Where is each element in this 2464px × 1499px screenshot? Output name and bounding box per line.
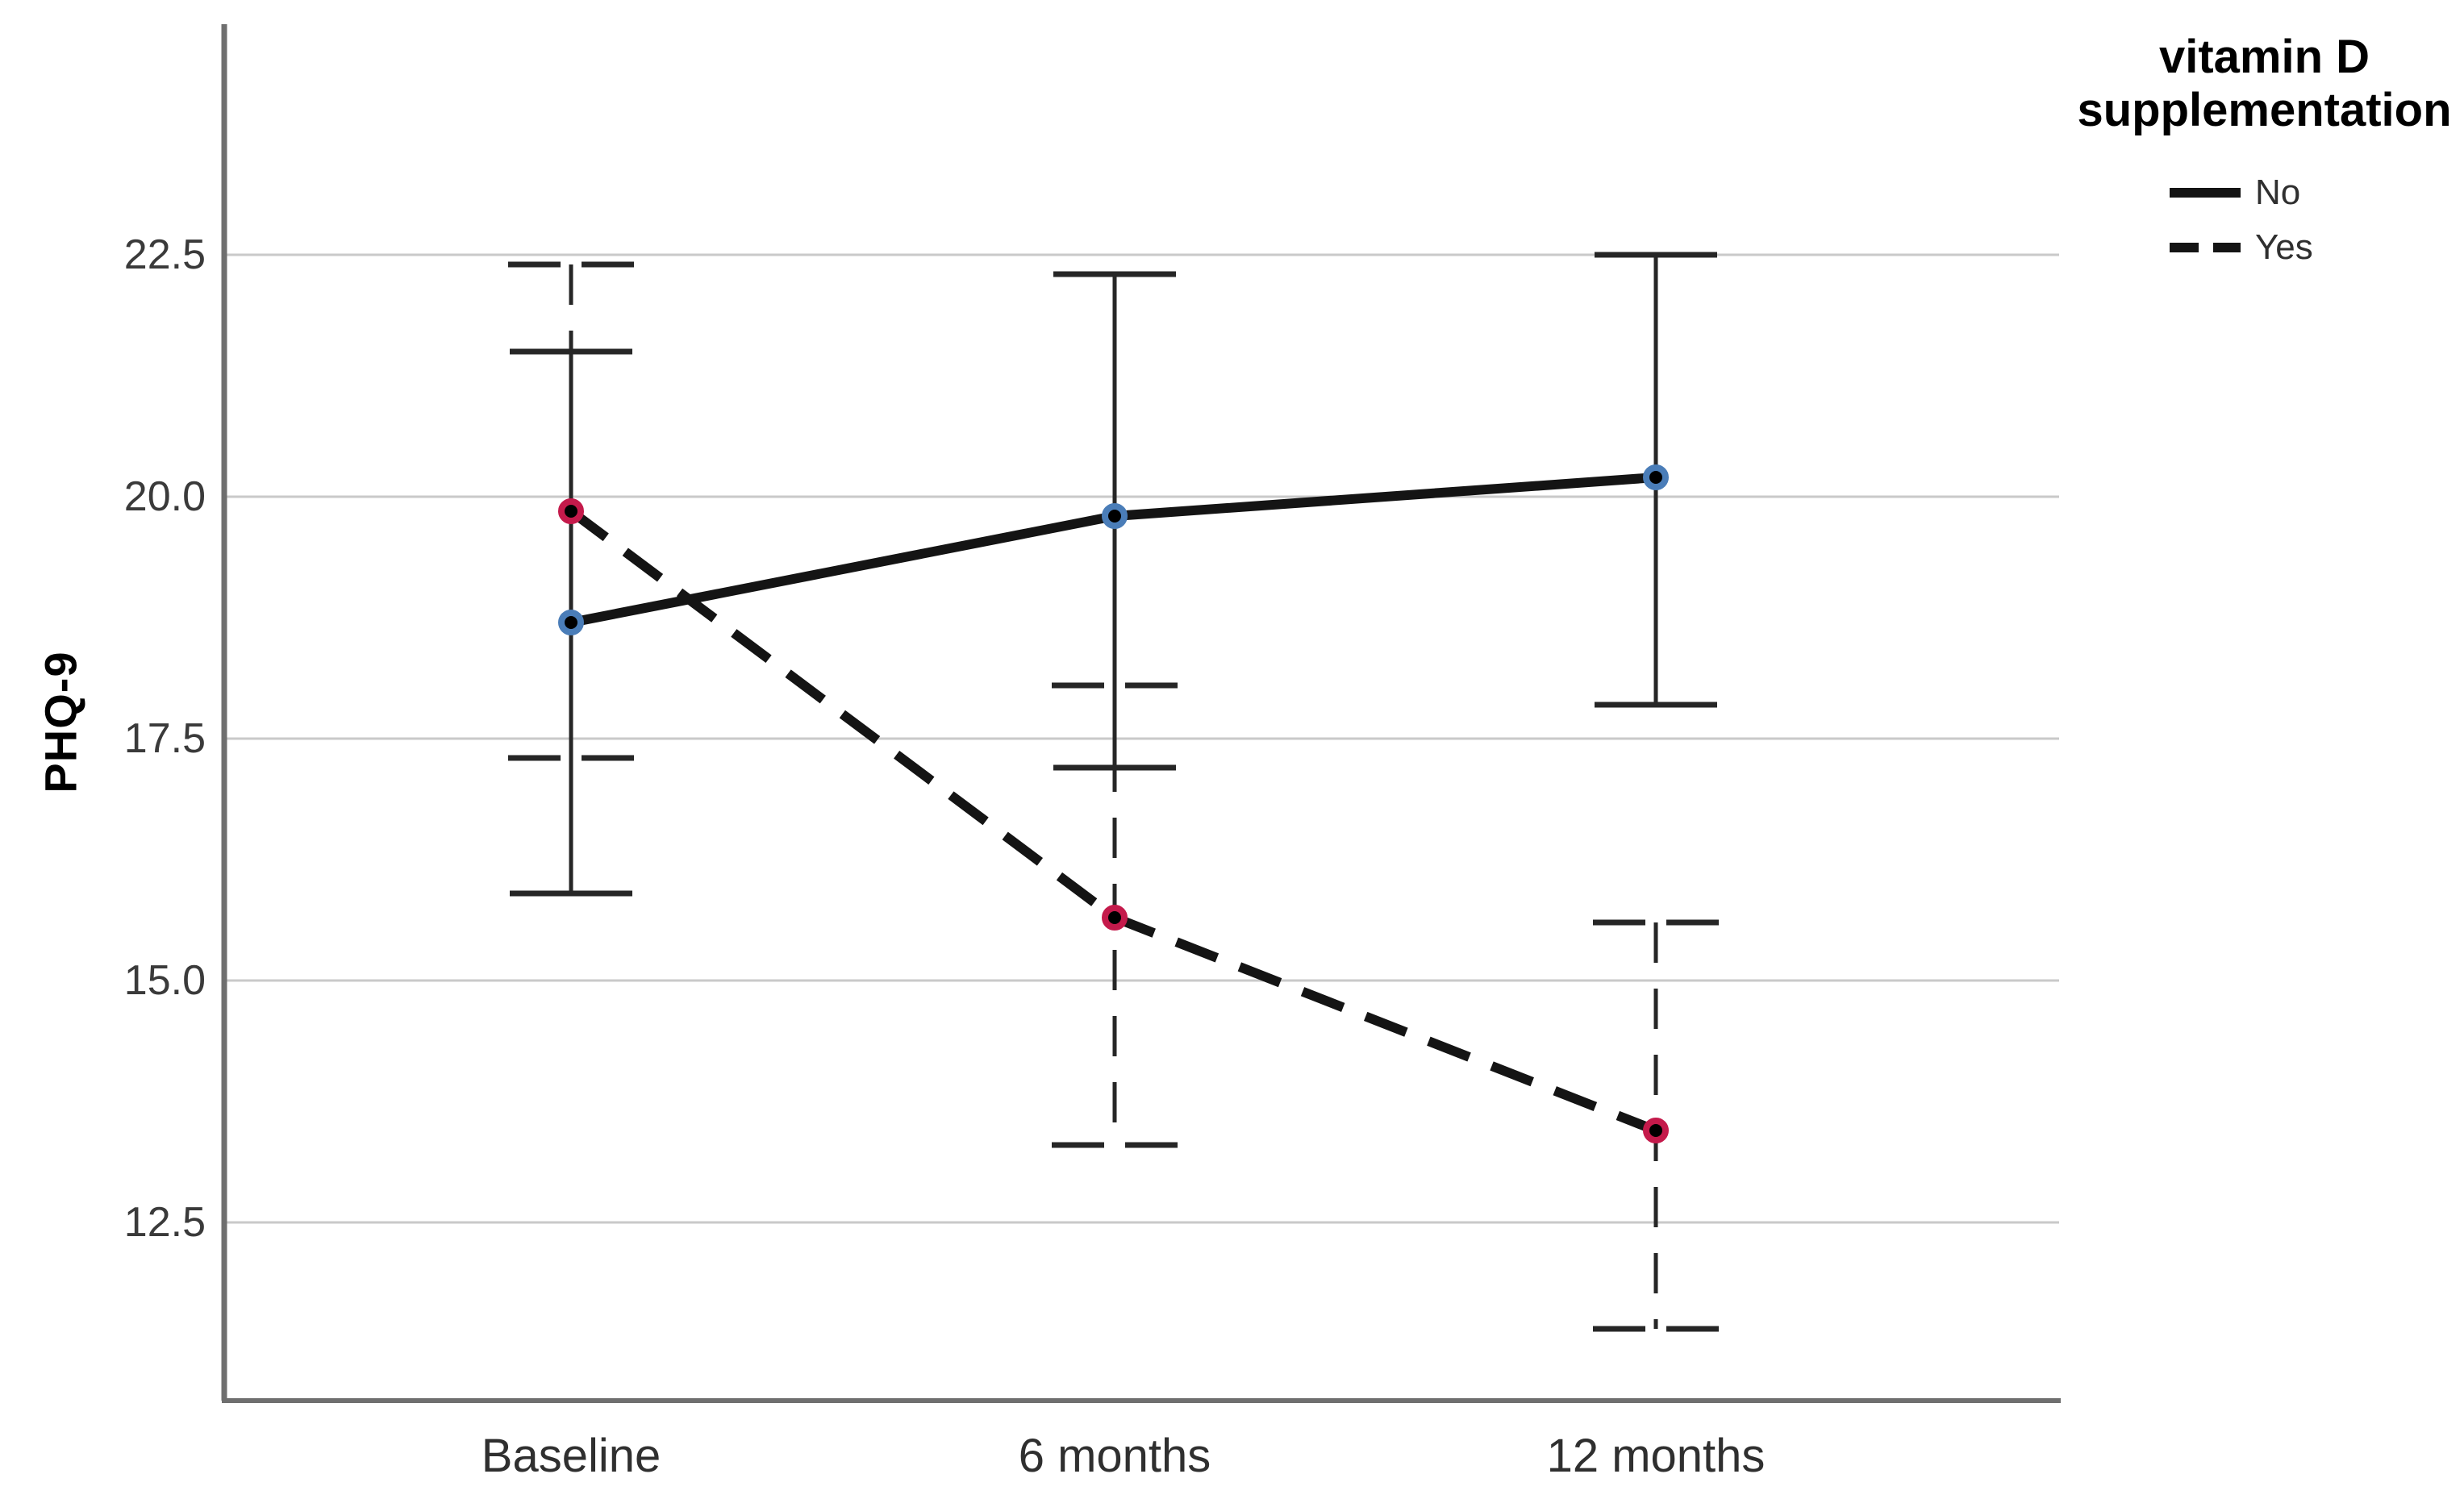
legend-title-line-1: vitamin D: [2158, 31, 2370, 83]
data-point-marker-yes-2: [1643, 1118, 1669, 1143]
x-tick-label-6-months: 6 months: [1018, 1430, 1211, 1482]
data-point-marker-no-1: [1102, 503, 1128, 529]
y-tick-label-15-0: 15.0: [123, 957, 206, 1004]
legend-item-no: No: [2168, 173, 2300, 213]
y-tick-label-12-5: 12.5: [123, 1199, 206, 1246]
legend-title-line-2: supplementation: [2077, 84, 2452, 136]
y-tick-label-22-5: 22.5: [123, 231, 206, 278]
data-point-marker-no-2: [1643, 464, 1669, 490]
y-tick-label-20-0: 20.0: [123, 473, 206, 520]
legend-title: vitamin D supplementation: [2065, 31, 2464, 137]
legend: vitamin D supplementation No Yes: [2065, 31, 2464, 268]
data-point-marker-yes-1: [1102, 905, 1128, 931]
data-point-marker-yes-0: [558, 498, 584, 524]
legend-item-list: No Yes: [2065, 173, 2464, 268]
data-point-marker-no-0: [558, 610, 584, 635]
legend-swatch-dashed-line: [2170, 243, 2241, 252]
x-tick-label-baseline: Baseline: [481, 1430, 661, 1482]
y-tick-label-17-5: 17.5: [123, 715, 206, 762]
x-tick-label-12-months: 12 months: [1546, 1430, 1766, 1482]
legend-item-yes: Yes: [2168, 227, 2313, 268]
legend-item-yes-label: Yes: [2255, 227, 2313, 267]
legend-item-no-label: No: [2255, 173, 2301, 212]
legend-swatch-solid-line: [2170, 188, 2241, 198]
